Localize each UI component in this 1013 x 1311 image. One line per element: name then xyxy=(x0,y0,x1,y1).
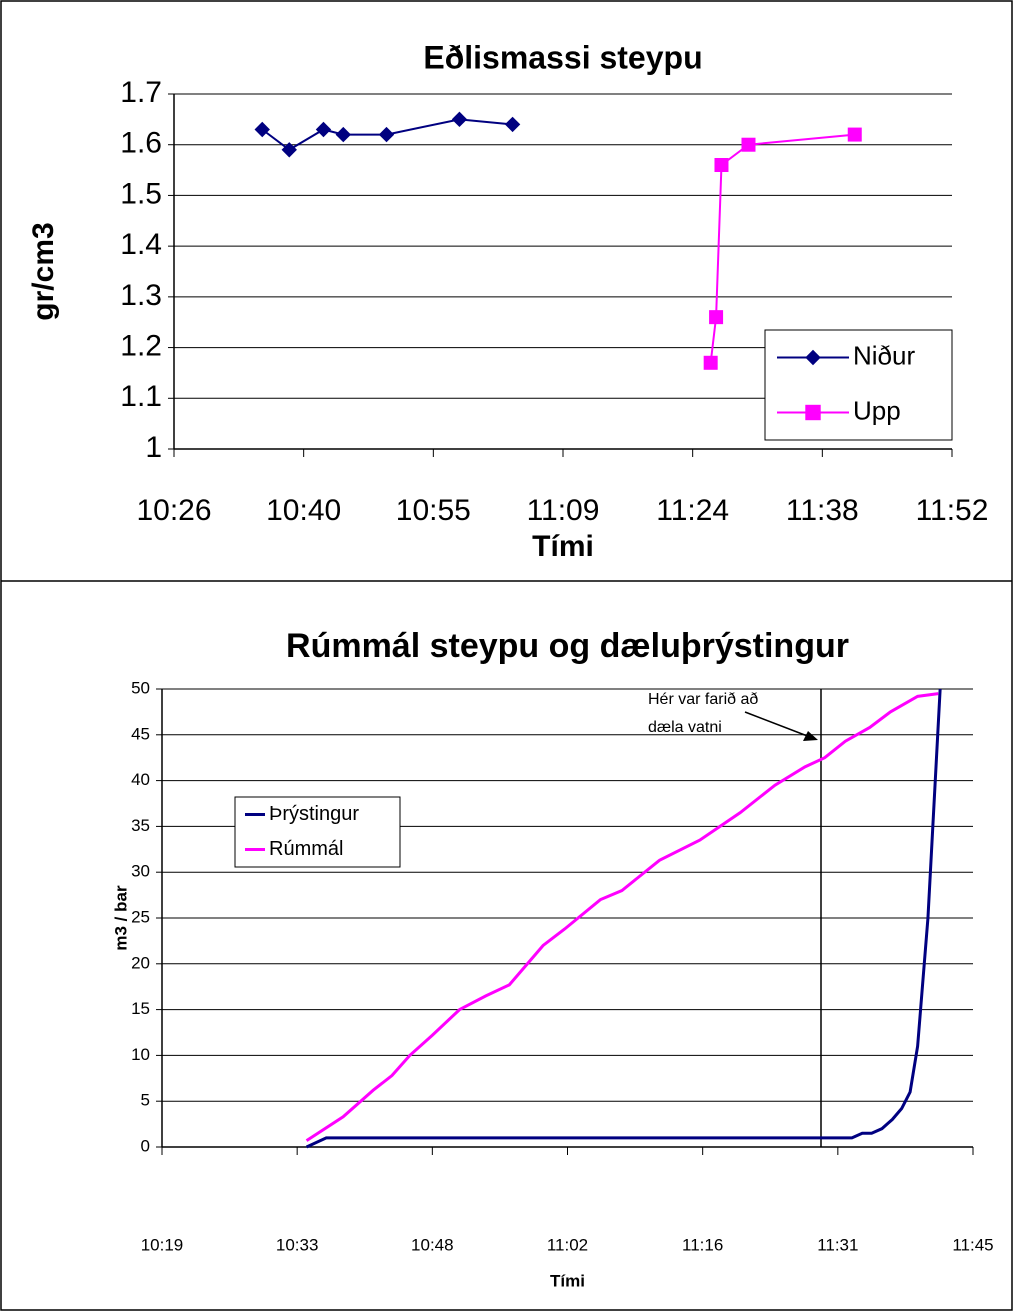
x-tick-label: 10:33 xyxy=(276,1235,319,1254)
annotation: Hér var farið að xyxy=(648,691,758,708)
marker xyxy=(315,121,332,138)
legend-label: Rúmmál xyxy=(269,838,343,860)
x-tick-label: 11:45 xyxy=(952,1235,993,1254)
x-axis-label: Tími xyxy=(532,530,594,563)
x-axis-label: Tími xyxy=(550,1271,585,1290)
y-tick-label: 1.3 xyxy=(120,279,162,312)
x-tick-label: 11:02 xyxy=(547,1235,588,1254)
marker xyxy=(335,126,351,143)
y-tick-label: 35 xyxy=(131,816,150,835)
arrow-head xyxy=(803,731,818,741)
marker xyxy=(709,310,724,325)
marker xyxy=(281,142,297,158)
x-tick-label: 11:16 xyxy=(682,1235,723,1254)
legend-label: Þrýstingur xyxy=(269,803,359,825)
x-tick-label: 10:26 xyxy=(136,494,211,527)
x-tick-label: 11:38 xyxy=(786,494,859,527)
x-tick-label: 11:09 xyxy=(527,494,600,527)
marker xyxy=(378,126,395,143)
y-tick-label: 30 xyxy=(131,862,150,881)
chart-title: Eðlismassi steypu xyxy=(423,39,702,75)
series-line xyxy=(305,688,942,1149)
x-tick-label: 10:55 xyxy=(396,494,471,527)
series-line xyxy=(305,692,939,1142)
marker xyxy=(504,116,521,133)
x-tick-label: 10:40 xyxy=(266,494,341,527)
y-axis-label: m3 / bar xyxy=(111,885,130,951)
marker xyxy=(847,127,862,142)
legend-box xyxy=(764,329,953,441)
y-tick-label: 15 xyxy=(131,999,150,1018)
legend-label: Niður xyxy=(853,340,915,370)
y-tick-label: 1.5 xyxy=(120,177,162,210)
legend-label: Upp xyxy=(853,395,901,425)
chart-title: Rúmmál steypu og dæluþrýstingur xyxy=(286,627,849,665)
x-tick-label: 10:19 xyxy=(141,1235,184,1254)
y-tick-label: 1.6 xyxy=(120,127,162,160)
marker xyxy=(703,355,718,370)
x-tick-label: 11:52 xyxy=(916,494,989,527)
annotation: dæla vatni xyxy=(648,719,722,736)
marker xyxy=(451,111,468,128)
y-tick-label: 25 xyxy=(131,907,150,926)
marker xyxy=(741,137,756,152)
y-tick-label: 1.2 xyxy=(120,329,162,362)
legend-box xyxy=(234,796,401,868)
marker xyxy=(805,349,821,366)
y-tick-label: 10 xyxy=(131,1045,150,1064)
x-tick-label: 10:48 xyxy=(411,1235,454,1254)
y-tick-label: 50 xyxy=(131,678,150,697)
y-tick-label: 1.7 xyxy=(120,76,162,109)
x-tick-label: 11:24 xyxy=(656,494,729,527)
x-tick-label: 11:31 xyxy=(817,1235,858,1254)
y-tick-label: 20 xyxy=(131,953,150,972)
y-axis-label: gr/cm3 xyxy=(27,222,60,320)
y-tick-label: 45 xyxy=(131,724,150,743)
y-tick-label: 1.4 xyxy=(120,228,162,261)
y-tick-label: 1 xyxy=(145,431,162,464)
marker xyxy=(714,158,729,172)
marker xyxy=(254,121,270,138)
marker xyxy=(805,404,821,421)
annotation-arrow xyxy=(744,711,811,738)
y-tick-label: 1.1 xyxy=(120,380,162,413)
y-tick-label: 40 xyxy=(131,770,150,789)
y-tick-label: 5 xyxy=(141,1091,150,1110)
y-tick-label: 0 xyxy=(141,1136,150,1155)
